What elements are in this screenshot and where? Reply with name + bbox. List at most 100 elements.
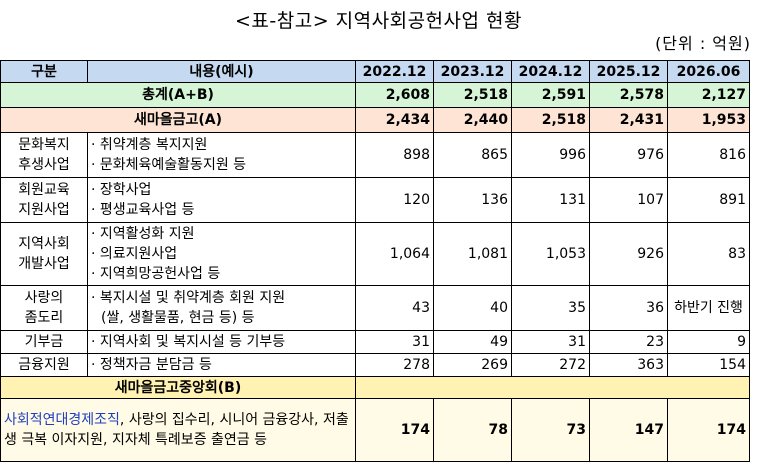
row-label: 총계(A+B) — [0, 82, 356, 108]
value-cell: 31 — [355, 330, 434, 354]
value-cell: 40 — [433, 285, 512, 331]
category-line: 사랑의 — [24, 290, 64, 306]
value-cell: 36 — [589, 285, 668, 331]
value-cell: 35 — [511, 285, 590, 331]
data-row: 사랑의 좀도리 · 복지시설 및 취약계층 회원 지원 (쌀, 생활물품, 현금 등)… — [0, 285, 750, 331]
content-line: · 문화체육예술활동지원 등 — [91, 157, 247, 173]
data-row: 회원교육 지원사업 · 장학사업 · 평생교육사업 등 120 136 131 107 891 — [0, 177, 750, 223]
content-cell: · 정책자금 분담금 등 — [87, 353, 356, 377]
value-cell: 816 — [667, 132, 750, 178]
column-header: 내용(예시) — [87, 60, 356, 83]
value-cell: 2,431 — [589, 107, 668, 133]
value-cell: 2,608 — [355, 82, 434, 108]
highlight-text: 사회적연대경제조직 — [4, 412, 120, 428]
category-line: 지역사회 — [18, 236, 70, 252]
content-line: · 지역활성화 지원 — [91, 226, 195, 242]
data-row: 금융지원 · 정책자금 분담금 등 278 269 272 363 154 — [0, 353, 750, 377]
content-cell: · 지역활성화 지원 · 의료지원사업 · 지역희망공헌사업 등 — [87, 222, 356, 286]
content-line: · 지역사회 및 복지시설 등 기부등 — [91, 334, 286, 350]
value-cell: 1,953 — [667, 107, 750, 133]
column-header: 2024.12 — [511, 60, 590, 83]
category-line: 금융지원 — [18, 357, 70, 373]
data-row: 기부금 · 지역사회 및 복지시설 등 기부등 31 49 31 23 9 — [0, 330, 750, 354]
column-header: 2026.06 — [667, 60, 750, 83]
subtotal-row: 새마을금고중앙회(B) — [0, 376, 750, 399]
value-cell: 2,127 — [667, 82, 750, 108]
blank-cell — [355, 376, 750, 399]
description-text: , 사랑의 집수리, 시니어 금융강사, 저출생 극복 이자지원, 지자체 특례… — [4, 412, 349, 448]
content-line: · 지역희망공헌사업 등 — [91, 266, 221, 282]
value-cell: 78 — [433, 398, 512, 462]
value-cell: 107 — [589, 177, 668, 223]
value-cell: 9 — [667, 330, 750, 354]
value-cell: 1,053 — [511, 222, 590, 286]
data-row: 지역사회 개발사업 · 지역활성화 지원 · 의료지원사업 · 지역희망공헌사업 등 1,… — [0, 222, 750, 286]
unit: (단위 : 억원) — [655, 34, 751, 53]
content-line: (쌀, 생활물품, 현금 등) 등 — [101, 310, 255, 326]
category-line: 좀도리 — [24, 310, 64, 326]
subtotal-detail-row: 사회적연대경제조직, 사랑의 집수리, 시니어 금융강사, 저출생 극복 이자지… — [0, 398, 750, 462]
total-row: 총계(A+B) 2,608 2,518 2,591 2,578 2,127 — [0, 82, 750, 108]
content-cell: · 취약계층 복지지원 · 문화체육예술활동지원 등 — [87, 132, 356, 178]
content-line: · 취약계층 복지지원 — [91, 137, 208, 153]
value-cell: 23 — [589, 330, 668, 354]
value-cell: 1,081 — [433, 222, 512, 286]
column-header: 2025.12 — [589, 60, 668, 83]
row-label: 새마을금고중앙회(B) — [0, 376, 356, 399]
value-cell: 하반기 진행 — [667, 285, 750, 331]
value-cell: 136 — [433, 177, 512, 223]
header-row: 구분 내용(예시) 2022.12 2023.12 2024.12 2025.12 2026… — [0, 60, 750, 83]
value-cell: 154 — [667, 353, 750, 377]
value-cell: 174 — [667, 398, 750, 462]
description-cell: 사회적연대경제조직, 사랑의 집수리, 시니어 금융강사, 저출생 극복 이자지… — [0, 398, 356, 462]
value-cell: 996 — [511, 132, 590, 178]
content-line: · 의료지원사업 — [91, 246, 178, 262]
value-cell: 269 — [433, 353, 512, 377]
content-line: · 복지시설 및 취약계층 회원 지원 — [91, 290, 286, 306]
value-cell: 31 — [511, 330, 590, 354]
value-cell: 73 — [511, 398, 590, 462]
value-cell: 43 — [355, 285, 434, 331]
value-cell: 976 — [589, 132, 668, 178]
value-cell: 147 — [589, 398, 668, 462]
table: 구분 내용(예시) 2022.12 2023.12 2024.12 2025.12 2026… — [0, 60, 750, 462]
value-cell: 2,518 — [511, 107, 590, 133]
value-cell: 1,064 — [355, 222, 434, 286]
value-cell: 2,578 — [589, 82, 668, 108]
content-line: · 평생교육사업 등 — [91, 202, 195, 218]
category-line: 회원교육 — [18, 182, 70, 198]
data-row: 문화복지 후생사업 · 취약계층 복지지원 · 문화체육예술활동지원 등 898 865 9… — [0, 132, 750, 178]
value-cell: 174 — [355, 398, 434, 462]
category-cell: 기부금 — [0, 330, 88, 354]
value-cell: 2,434 — [355, 107, 434, 133]
title: <표-참고> 지역사회공헌사업 현황 — [234, 10, 522, 32]
value-cell: 131 — [511, 177, 590, 223]
category-cell: 금융지원 — [0, 353, 88, 377]
content-cell: · 복지시설 및 취약계층 회원 지원 (쌀, 생활물품, 현금 등) 등 — [87, 285, 356, 331]
category-line: 지원사업 — [18, 202, 70, 218]
content-line: · 장학사업 — [91, 182, 152, 198]
value-cell: 83 — [667, 222, 750, 286]
category-line: 문화복지 — [18, 137, 70, 153]
category-line: 기부금 — [24, 334, 64, 350]
value-cell: 2,440 — [433, 107, 512, 133]
category-line: 개발사업 — [18, 256, 70, 272]
value-cell: 898 — [355, 132, 434, 178]
value-cell: 272 — [511, 353, 590, 377]
value-cell: 2,591 — [511, 82, 590, 108]
column-header: 2022.12 — [355, 60, 434, 83]
value-cell: 2,518 — [433, 82, 512, 108]
value-cell: 363 — [589, 353, 668, 377]
row-label: 새마을금고(A) — [0, 107, 356, 133]
column-header: 2023.12 — [433, 60, 512, 83]
subtotal-row: 새마을금고(A) 2,434 2,440 2,518 2,431 1,953 — [0, 107, 750, 133]
value-cell: 891 — [667, 177, 750, 223]
content-cell: · 장학사업 · 평생교육사업 등 — [87, 177, 356, 223]
category-line: 후생사업 — [18, 157, 70, 173]
value-cell: 865 — [433, 132, 512, 178]
value-cell: 49 — [433, 330, 512, 354]
